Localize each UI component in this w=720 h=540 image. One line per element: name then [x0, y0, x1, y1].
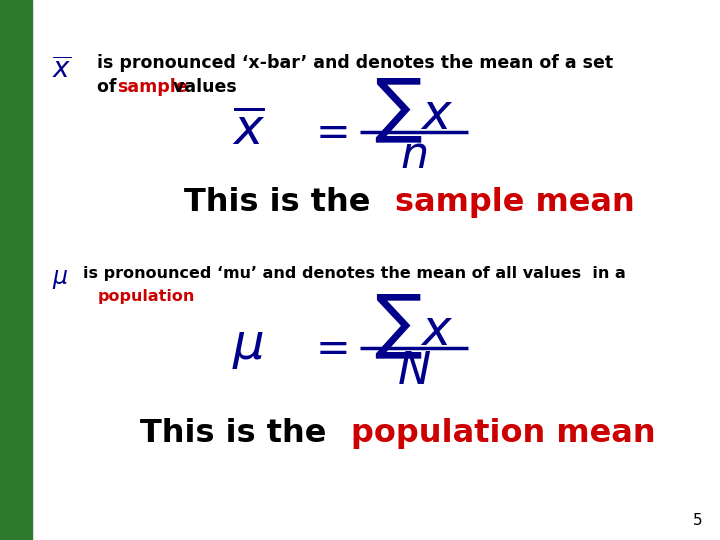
Text: $=$: $=$	[307, 326, 348, 368]
Text: $\mu$: $\mu$	[233, 322, 264, 371]
Text: of: of	[97, 78, 122, 96]
Text: $n$: $n$	[400, 134, 428, 177]
Text: 5: 5	[693, 513, 702, 528]
Text: $=$: $=$	[307, 110, 348, 152]
Text: is pronounced ‘mu’ and denotes the mean of all values  in a: is pronounced ‘mu’ and denotes the mean …	[83, 266, 626, 281]
Text: $\sum x$: $\sum x$	[374, 293, 454, 361]
Text: population: population	[97, 289, 194, 304]
Text: values: values	[167, 78, 237, 96]
Text: sample: sample	[117, 78, 188, 96]
Text: $\mu$: $\mu$	[52, 267, 68, 291]
Text: This is the: This is the	[184, 187, 381, 218]
Text: $\overline{x}$: $\overline{x}$	[232, 106, 265, 155]
Text: $\sum x$: $\sum x$	[374, 77, 454, 145]
Text: population mean: population mean	[351, 417, 656, 449]
Text: $N$: $N$	[397, 350, 431, 393]
Text: is pronounced ‘x-bar’ and denotes the mean of a set: is pronounced ‘x-bar’ and denotes the me…	[97, 54, 613, 72]
Text: $\overline{x}$: $\overline{x}$	[52, 57, 71, 84]
Text: sample mean: sample mean	[395, 187, 634, 218]
Text: This is the: This is the	[140, 417, 338, 449]
